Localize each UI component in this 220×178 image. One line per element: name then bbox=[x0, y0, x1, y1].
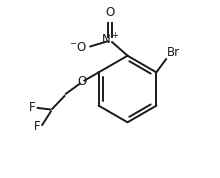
Text: F: F bbox=[28, 101, 35, 114]
Text: $\mathregular{^{-}O}$: $\mathregular{^{-}O}$ bbox=[69, 41, 86, 54]
Text: F: F bbox=[34, 120, 40, 133]
Text: $\mathregular{N}^+$: $\mathregular{N}^+$ bbox=[101, 32, 119, 48]
Text: O: O bbox=[77, 75, 87, 88]
Text: O: O bbox=[105, 6, 115, 19]
Text: Br: Br bbox=[167, 46, 180, 59]
